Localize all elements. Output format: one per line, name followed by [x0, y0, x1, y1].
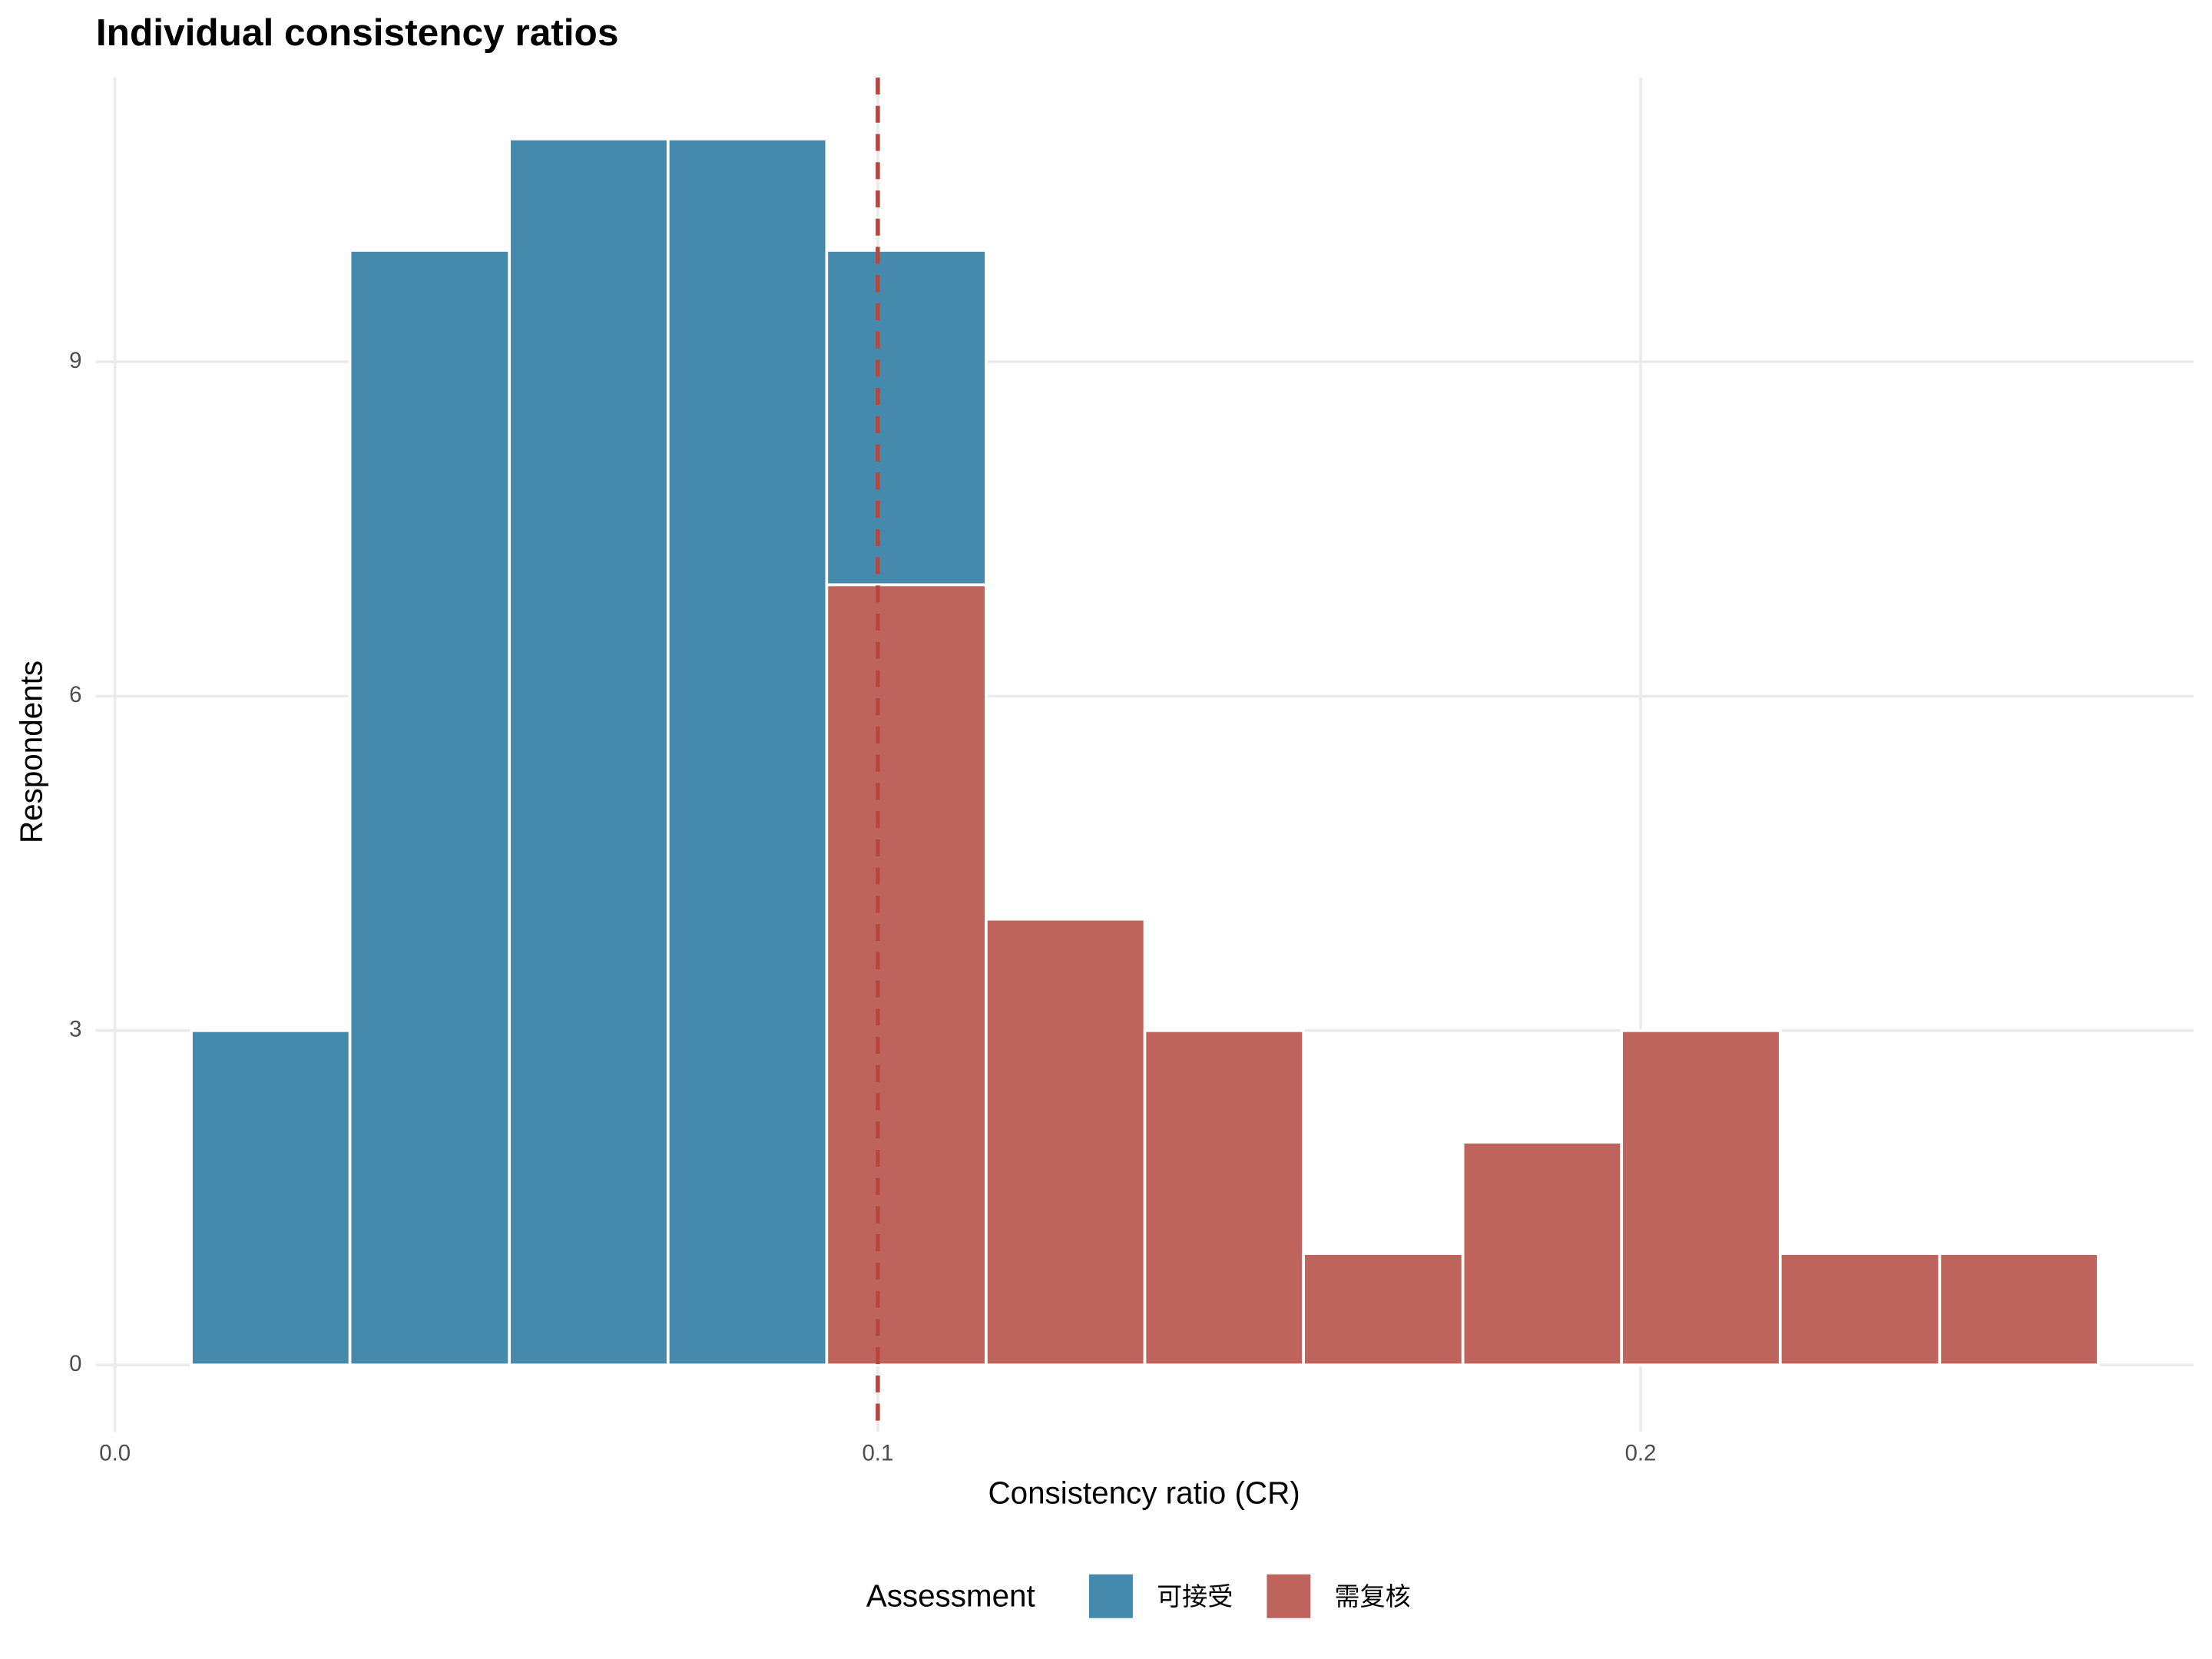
y-tick-label: 9 — [69, 348, 81, 373]
bar — [825, 583, 988, 1367]
chart-title: Individual consistency ratios — [96, 11, 619, 54]
bar — [1461, 1141, 1624, 1367]
bar — [1143, 1028, 1305, 1367]
x-tick-label: 0.2 — [1625, 1440, 1657, 1465]
bar — [348, 249, 512, 1367]
bar — [190, 1028, 352, 1367]
y-tick-label: 6 — [69, 682, 81, 707]
bar — [508, 137, 670, 1367]
legend-label: 可接受 — [1157, 1583, 1233, 1611]
legend-title: Assessment — [866, 1578, 1035, 1614]
y-tick-label: 0 — [69, 1351, 81, 1376]
x-axis-label: Consistency ratio (CR) — [988, 1475, 1300, 1511]
bar — [1778, 1252, 1942, 1367]
legend-label: 需复核 — [1335, 1583, 1411, 1611]
y-axis-label: Respondents — [14, 661, 49, 843]
y-tick-label: 3 — [69, 1017, 81, 1042]
bar — [1938, 1252, 2100, 1367]
bar — [985, 917, 1147, 1367]
bar — [666, 137, 829, 1367]
bar — [1302, 1252, 1465, 1367]
legend-swatch — [1267, 1574, 1311, 1618]
x-tick-label: 0.1 — [862, 1440, 893, 1465]
bar — [825, 249, 988, 587]
x-tick-label: 0.0 — [99, 1440, 131, 1465]
bar — [1620, 1028, 1782, 1367]
legend-swatch — [1088, 1574, 1133, 1618]
